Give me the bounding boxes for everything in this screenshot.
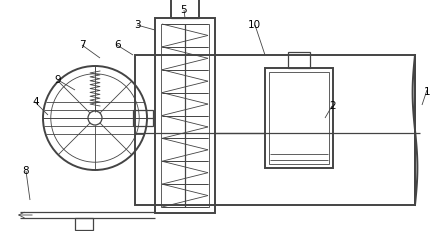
Text: 3: 3	[134, 20, 140, 30]
Bar	[265, 68, 333, 168]
Text: 9: 9	[54, 75, 61, 85]
Bar	[135, 55, 415, 205]
Bar	[133, 110, 153, 126]
Text: 6: 6	[114, 40, 120, 50]
Text: 7: 7	[79, 40, 85, 50]
Bar	[288, 52, 310, 68]
Text: 1: 1	[424, 87, 431, 97]
Text: 4: 4	[32, 97, 39, 107]
Bar	[171, 0, 199, 18]
Text: 2: 2	[329, 101, 335, 111]
Text: 10: 10	[248, 20, 261, 30]
Bar	[161, 24, 209, 207]
Bar	[75, 218, 93, 230]
Text: 5: 5	[181, 5, 187, 15]
Text: 8: 8	[23, 166, 29, 176]
Bar	[155, 18, 215, 213]
Bar	[269, 72, 329, 164]
